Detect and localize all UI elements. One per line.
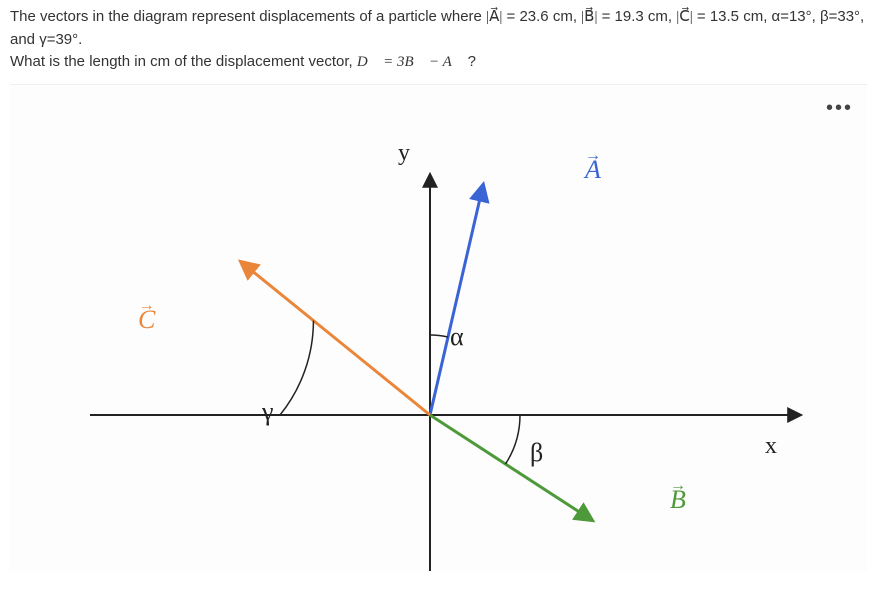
A-mag-label: |A⃗| xyxy=(486,9,502,25)
vector-C-arrow-icon: → xyxy=(138,297,155,315)
problem-line3-suffix: ? xyxy=(468,53,476,70)
vector-diagram-panel: ••• x y α β γ → A → B → C xyxy=(10,84,867,571)
A-mag-value: = 23.6 cm, xyxy=(507,8,582,25)
problem-line2: and γ=39°. xyxy=(10,31,82,48)
x-axis-label: x xyxy=(765,433,777,460)
vector-B-label: → B xyxy=(670,485,686,515)
D-expression: D⃗ = 3B⃗ − A⃗ xyxy=(357,54,464,70)
problem-statement: The vectors in the diagram represent dis… xyxy=(0,0,877,78)
problem-line1-prefix: The vectors in the diagram represent dis… xyxy=(10,8,486,25)
vector-B-arrow-icon: → xyxy=(670,477,686,495)
vector-C-label: → C xyxy=(138,305,155,335)
B-mag-label: |B⃗| xyxy=(581,9,597,25)
B-mag-value: = 19.3 cm, xyxy=(602,8,677,25)
y-axis-label: y xyxy=(398,140,410,167)
vector-A-label: → A xyxy=(585,155,601,185)
C-mag-label: |C⃗| xyxy=(676,9,692,25)
beta-angle-label: β xyxy=(530,438,543,468)
vector-A-arrow-icon: → xyxy=(585,147,601,165)
gamma-angle-label: γ xyxy=(262,397,274,427)
C-mag-value: = 13.5 cm, α=13°, β=33°, xyxy=(697,8,864,25)
alpha-angle-label: α xyxy=(450,322,464,352)
problem-line3-prefix: What is the length in cm of the displace… xyxy=(10,53,357,70)
